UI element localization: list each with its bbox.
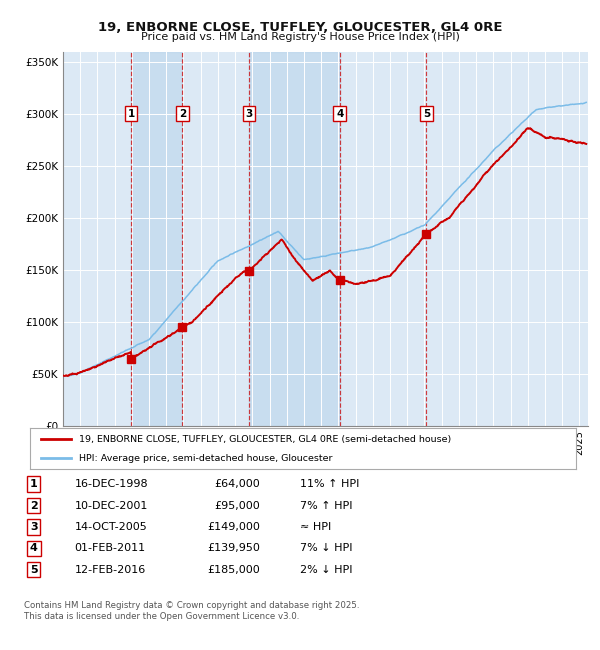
Text: 01-FEB-2011: 01-FEB-2011 <box>74 543 146 553</box>
Text: 1: 1 <box>30 479 38 489</box>
Bar <box>249 52 340 426</box>
Text: £139,950: £139,950 <box>208 543 260 553</box>
Text: 5: 5 <box>423 109 430 119</box>
Text: 7% ↑ HPI: 7% ↑ HPI <box>300 500 353 510</box>
Bar <box>131 52 182 426</box>
Text: 16-DEC-1998: 16-DEC-1998 <box>74 479 148 489</box>
Text: 11% ↑ HPI: 11% ↑ HPI <box>300 479 359 489</box>
Text: Contains HM Land Registry data © Crown copyright and database right 2025.
This d: Contains HM Land Registry data © Crown c… <box>24 601 359 621</box>
Text: 14-OCT-2005: 14-OCT-2005 <box>74 522 147 532</box>
Text: 4: 4 <box>30 543 38 553</box>
Text: 3: 3 <box>30 522 38 532</box>
Text: 10-DEC-2001: 10-DEC-2001 <box>74 500 148 510</box>
Text: 19, ENBORNE CLOSE, TUFFLEY, GLOUCESTER, GL4 0RE: 19, ENBORNE CLOSE, TUFFLEY, GLOUCESTER, … <box>98 21 502 34</box>
Text: 3: 3 <box>245 109 253 119</box>
Text: 5: 5 <box>30 565 38 575</box>
Text: 12-FEB-2016: 12-FEB-2016 <box>74 565 146 575</box>
Text: 2: 2 <box>179 109 186 119</box>
Text: £149,000: £149,000 <box>208 522 260 532</box>
Text: 4: 4 <box>336 109 343 119</box>
Text: HPI: Average price, semi-detached house, Gloucester: HPI: Average price, semi-detached house,… <box>79 454 332 463</box>
Text: £95,000: £95,000 <box>215 500 260 510</box>
Text: 2% ↓ HPI: 2% ↓ HPI <box>300 565 353 575</box>
Text: 1: 1 <box>128 109 135 119</box>
Text: 7% ↓ HPI: 7% ↓ HPI <box>300 543 353 553</box>
Text: 19, ENBORNE CLOSE, TUFFLEY, GLOUCESTER, GL4 0RE (semi-detached house): 19, ENBORNE CLOSE, TUFFLEY, GLOUCESTER, … <box>79 435 451 444</box>
Text: £185,000: £185,000 <box>208 565 260 575</box>
Text: 2: 2 <box>30 500 38 510</box>
Text: £64,000: £64,000 <box>215 479 260 489</box>
Text: ≈ HPI: ≈ HPI <box>300 522 331 532</box>
Text: Price paid vs. HM Land Registry's House Price Index (HPI): Price paid vs. HM Land Registry's House … <box>140 32 460 42</box>
